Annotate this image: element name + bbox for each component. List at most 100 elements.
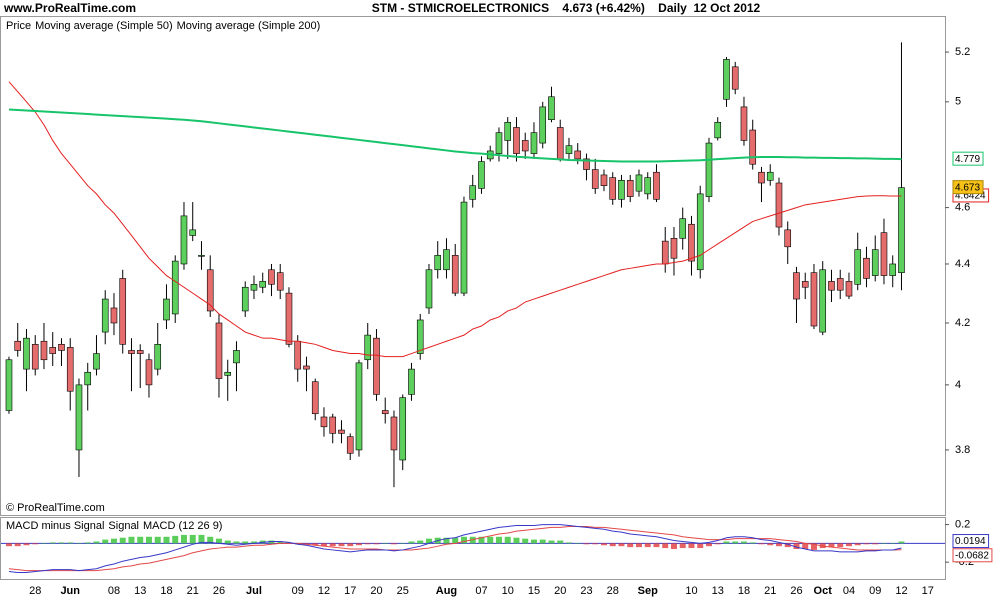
histogram-bar (154, 536, 161, 544)
candle-body (14, 340, 22, 351)
value-badge-label: 0.0194 (955, 536, 986, 547)
candle-body (364, 334, 372, 361)
candle-body (40, 340, 48, 361)
candle-body (723, 59, 730, 100)
histogram-bar (513, 537, 520, 544)
histogram-bar (767, 543, 774, 546)
candle-body (653, 171, 660, 200)
chart-title: STM - STMICROELECTRONICS 4.673 (+6.42%) … (372, 1, 761, 15)
candle-body (644, 177, 652, 195)
x-tick-label: 23 (580, 585, 592, 597)
candle-body (338, 429, 345, 434)
candle-body (189, 229, 197, 236)
x-tick-label: 15 (528, 585, 540, 597)
candle-body (93, 353, 100, 370)
histogram-bar (609, 543, 616, 547)
histogram-bar (172, 535, 179, 544)
histogram-bar (653, 543, 660, 548)
value-badge (952, 180, 984, 195)
y-tick-label: 4.6 (955, 201, 970, 213)
signal-line (8, 525, 902, 572)
candle-body (49, 347, 57, 354)
y-tick-label: 4.2 (955, 317, 970, 329)
histogram-bar (749, 542, 756, 544)
candle-body (154, 344, 162, 370)
value-badge (952, 534, 990, 549)
histogram-bar (872, 543, 879, 545)
histogram-bar (705, 543, 712, 547)
candle-body (469, 185, 477, 200)
histogram-bar (198, 534, 205, 544)
x-tick-label: Oct (814, 585, 833, 597)
price-panel (0, 16, 946, 516)
x-tick-label: 12 (318, 585, 330, 597)
histogram-bar (49, 542, 56, 544)
x-tick-label: 20 (554, 585, 566, 597)
x-tick-label: 09 (869, 585, 881, 597)
candle-body (556, 127, 564, 160)
histogram-bar (382, 543, 389, 544)
histogram-bar (399, 543, 406, 544)
candle-body (259, 281, 267, 288)
histogram-bar (592, 543, 599, 545)
candle-body (591, 169, 599, 189)
candle-body (381, 410, 389, 415)
histogram-bar (233, 541, 240, 544)
histogram-bar (355, 543, 362, 546)
candle-body (355, 362, 363, 451)
x-tick-label: 28 (607, 585, 619, 597)
histogram-bar (145, 536, 152, 544)
candle-body (224, 371, 232, 376)
histogram-bar (662, 543, 669, 549)
legend-entry: Moving average (Simple 200) (177, 20, 321, 32)
candle-body (101, 298, 109, 333)
candle-body (609, 177, 617, 200)
y-tick-label: 0.2 (955, 518, 970, 530)
histogram-bar (740, 541, 747, 544)
histogram-bar (5, 543, 12, 547)
candle-body (233, 350, 240, 364)
candle-body (373, 337, 380, 395)
x-tick-label: 20 (370, 585, 382, 597)
candle-body (23, 337, 30, 370)
candle-body (828, 281, 835, 291)
y-tick-label: 5.2 (955, 46, 970, 58)
candle-body (513, 127, 520, 154)
histogram-bar (320, 543, 327, 547)
histogram-bar (670, 543, 677, 549)
x-tick-label: Jul (246, 585, 262, 597)
candle-body (5, 359, 13, 411)
histogram-bar (163, 536, 170, 544)
histogram-bar (845, 543, 852, 547)
histogram-bar (390, 543, 397, 545)
candle-body (268, 269, 275, 285)
histogram-bar (408, 541, 415, 544)
candle-body (504, 121, 512, 141)
candle-body (66, 347, 74, 392)
candle-body (110, 307, 118, 324)
candle-body (198, 255, 205, 257)
x-tick-label: 04 (843, 585, 855, 597)
histogram-bar (338, 543, 345, 547)
candle-body (714, 121, 722, 139)
x-tick-label: 10 (502, 585, 514, 597)
candle-body (600, 174, 608, 187)
candle-body (854, 249, 862, 285)
value-badge (952, 548, 993, 563)
histogram-bar (277, 541, 284, 544)
value-badge-label: 4.6424 (955, 191, 986, 202)
x-tick-label: 17 (922, 585, 934, 597)
histogram-bar (802, 543, 809, 549)
histogram-bar (312, 543, 319, 546)
candle-body (320, 416, 328, 428)
histogram-bar (889, 543, 896, 544)
histogram-bar (775, 543, 782, 547)
x-tick-label: 18 (160, 585, 172, 597)
x-tick-label: 26 (213, 585, 225, 597)
histogram-bar (574, 543, 581, 544)
histogram-bar (478, 536, 485, 544)
histogram-bar (119, 537, 126, 544)
histogram-bar (417, 540, 424, 544)
candle-body (451, 255, 459, 294)
x-tick-label: 12 (895, 585, 907, 597)
